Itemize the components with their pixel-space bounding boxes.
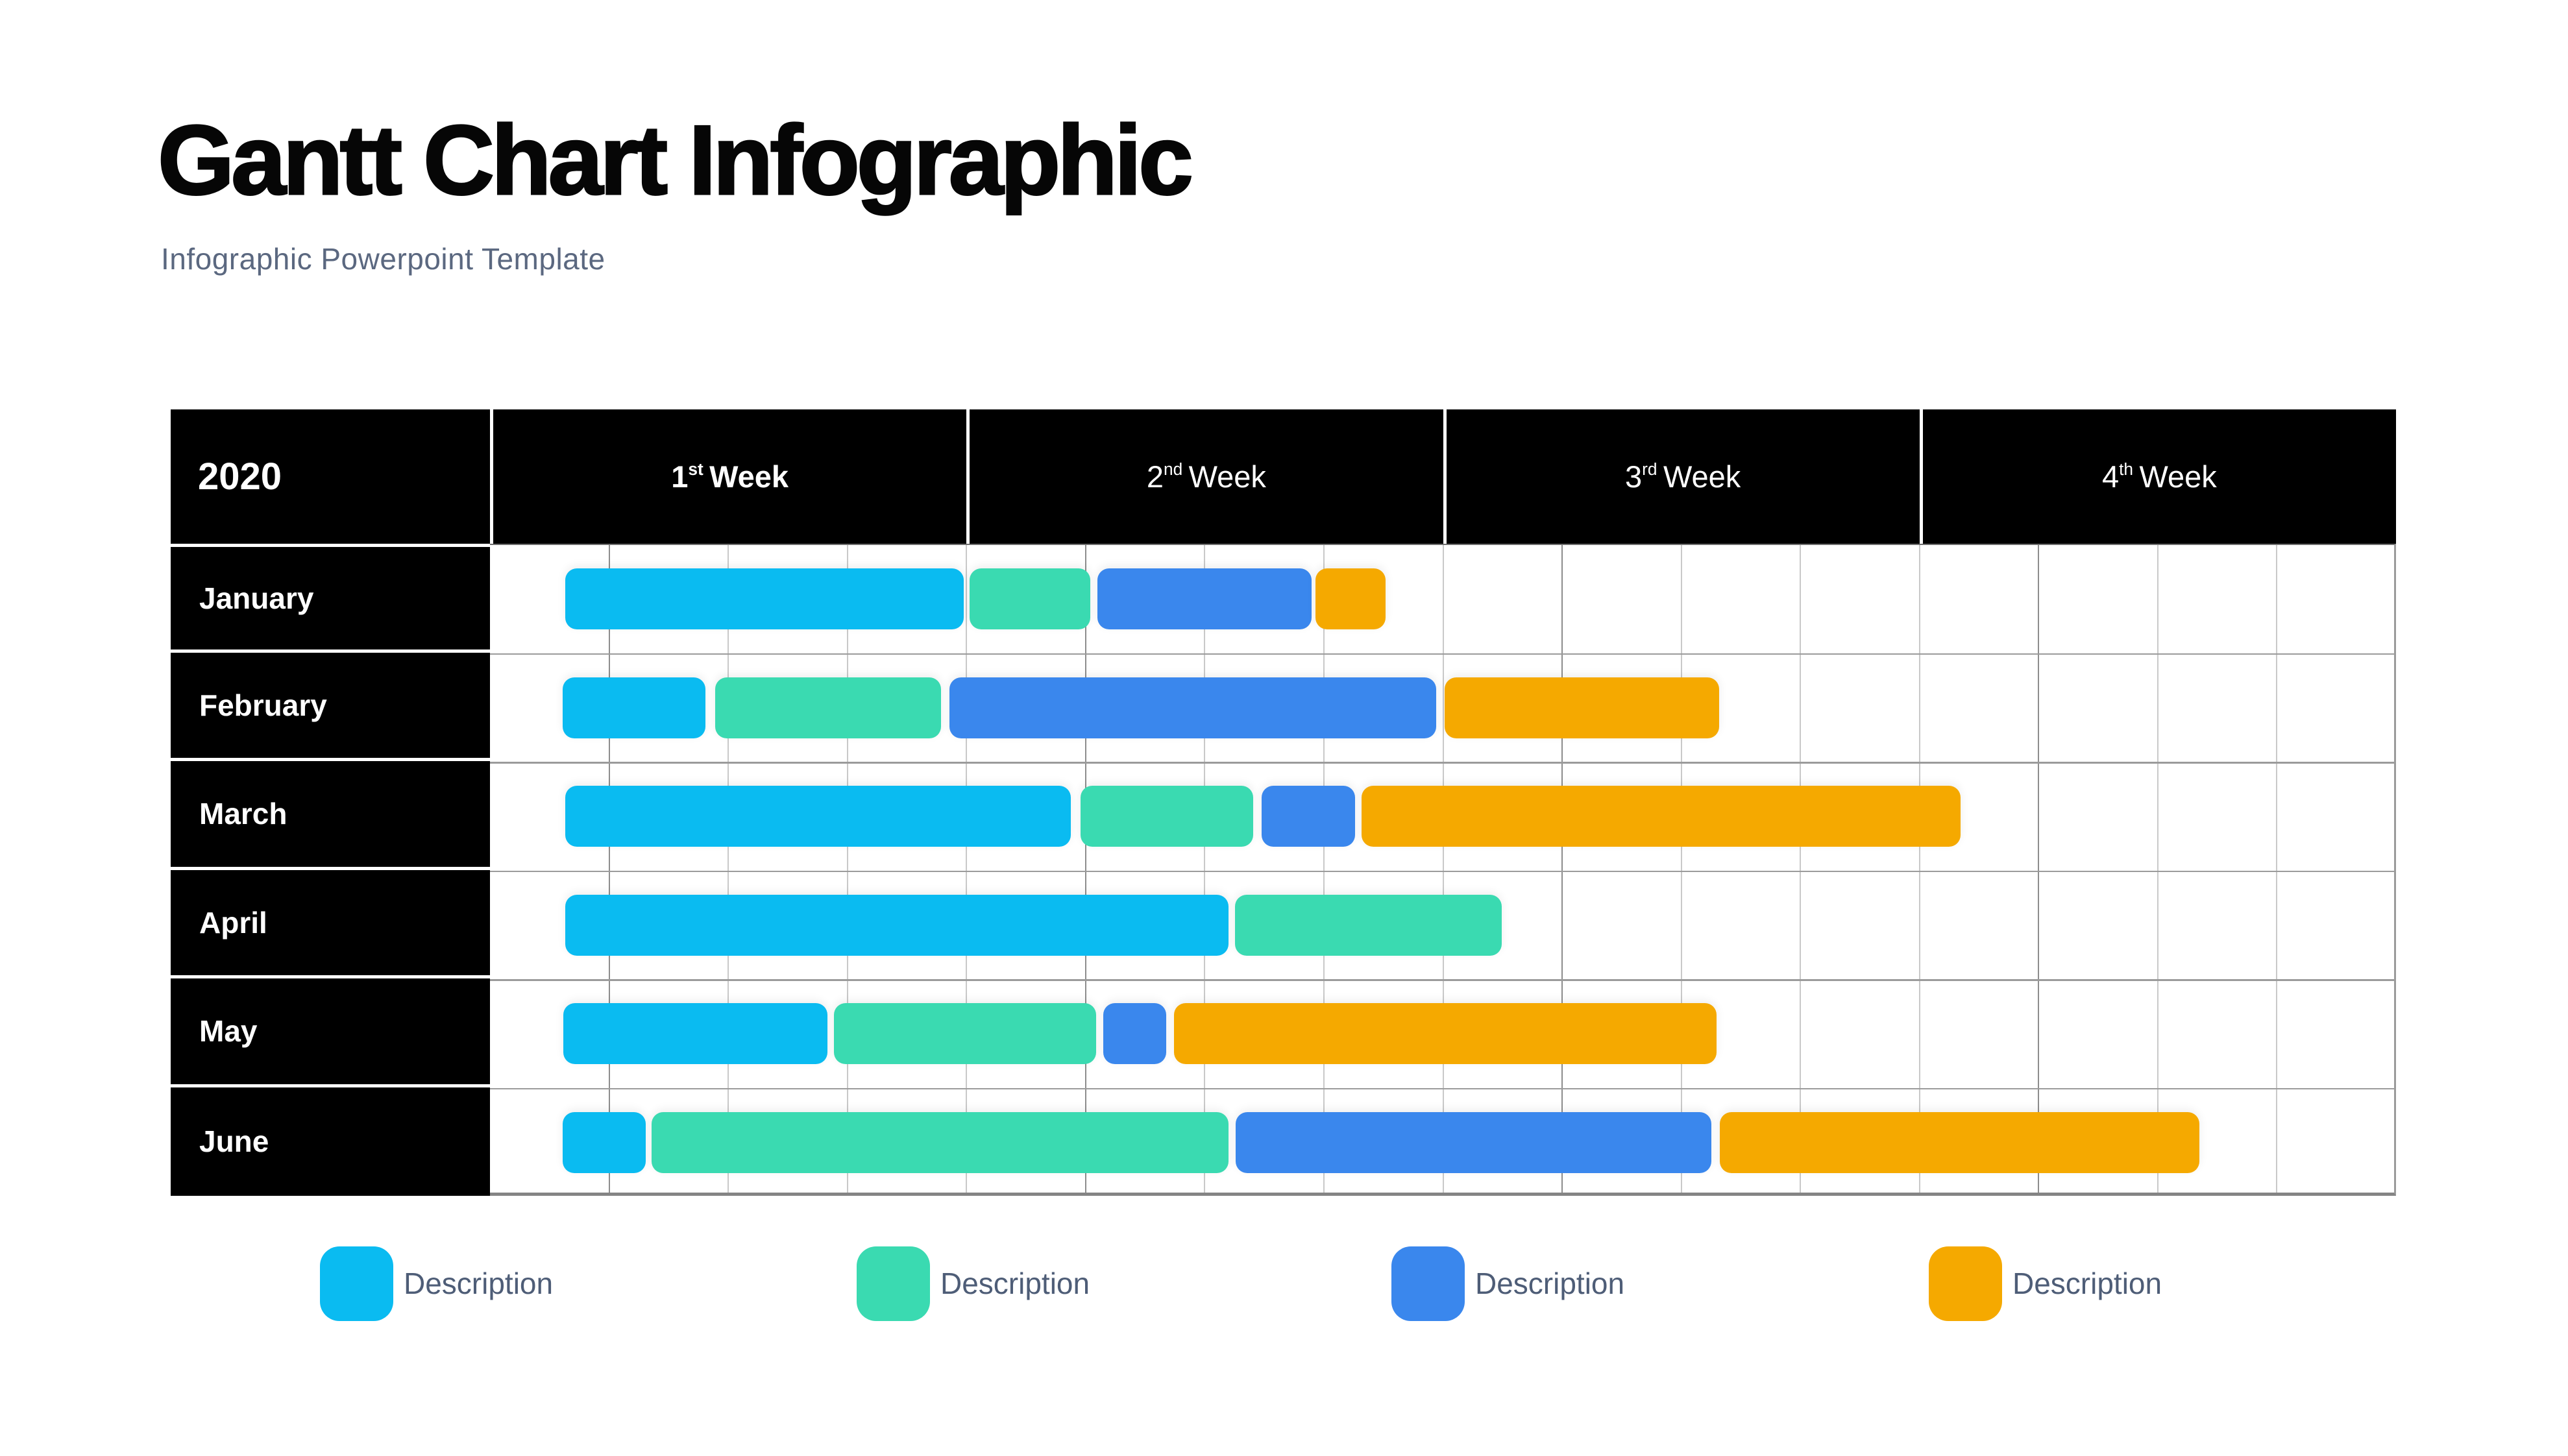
legend-swatch-cyan: [320, 1246, 393, 1321]
legend-item-blue: Description: [1391, 1246, 1624, 1321]
grid-line-horizontal: [490, 979, 2394, 981]
timeline-grid: [490, 544, 2396, 1196]
legend-swatch-green: [857, 1246, 930, 1321]
legend-swatch-blue: [1391, 1246, 1465, 1321]
grid-line-vertical: [2276, 545, 2278, 1193]
grid-line-vertical: [2038, 545, 2040, 1193]
grid-line-vertical: [1918, 545, 1920, 1193]
gantt-row-january: [490, 545, 2394, 654]
gantt-bar-orange: [1173, 1003, 1717, 1064]
legend-label: Description: [2012, 1267, 2162, 1300]
grid-line-horizontal: [490, 870, 2394, 872]
grid-line-vertical: [1800, 545, 1802, 1193]
gantt-bar-cyan: [565, 786, 1071, 847]
gantt-bar-green: [1081, 786, 1253, 847]
gantt-bar-green: [833, 1003, 1097, 1064]
gantt-bar-blue: [949, 677, 1436, 738]
month-cell-february: February: [171, 652, 490, 761]
grid-line-vertical: [1680, 545, 1682, 1193]
month-column: January February March April May June: [171, 544, 490, 1196]
legend-label: Description: [940, 1267, 1090, 1300]
month-cell-march: March: [171, 761, 490, 870]
gantt-bar-cyan: [565, 894, 1229, 956]
gantt-row-may: [490, 980, 2394, 1089]
gantt-bar-blue: [1103, 1003, 1166, 1064]
legend-swatch-orange: [1929, 1246, 2002, 1321]
month-cell-april: April: [171, 869, 490, 978]
grid-line-horizontal: [490, 653, 2394, 655]
gantt-bar-cyan: [562, 677, 705, 738]
grid-line-vertical: [1561, 545, 1563, 1193]
legend: Description Description Description Descrip…: [0, 1246, 2568, 1321]
gantt-row-february: [490, 654, 2394, 763]
gantt-bar-blue: [1235, 1111, 1712, 1173]
gantt-bar-blue: [1097, 568, 1312, 629]
grid-line-vertical: [846, 545, 848, 1193]
gantt-bar-orange: [1362, 786, 1961, 847]
page-subtitle: Infographic Powerpoint Template: [161, 242, 605, 276]
grid-line-vertical: [1323, 545, 1325, 1193]
gantt-row-march: [490, 762, 2394, 871]
legend-label: Description: [1475, 1267, 1625, 1300]
legend-item-orange: Description: [1929, 1246, 2162, 1321]
legend-label: Description: [404, 1267, 554, 1300]
gantt-bar-blue: [1261, 786, 1355, 847]
grid-line-horizontal: [490, 762, 2394, 764]
gantt-bar-orange: [1444, 677, 1720, 738]
grid-line-vertical: [1442, 545, 1444, 1193]
gantt-bar-cyan: [565, 568, 964, 629]
month-cell-january: January: [171, 544, 490, 653]
gantt-bar-orange: [1315, 568, 1386, 629]
month-cell-june: June: [171, 1087, 490, 1196]
month-cell-may: May: [171, 978, 490, 1087]
gantt-row-april: [490, 871, 2394, 980]
gantt-row-june: [490, 1089, 2394, 1198]
gantt-bar-cyan: [562, 1111, 646, 1173]
grid-line-vertical: [728, 545, 729, 1193]
grid-line-vertical: [1204, 545, 1206, 1193]
gantt-bar-green: [1234, 894, 1502, 956]
grid-line-vertical: [2157, 545, 2158, 1193]
gantt-bar-orange: [1720, 1111, 2200, 1173]
legend-item-green: Description: [857, 1246, 1090, 1321]
header-cell-year: 2020: [171, 409, 490, 544]
grid-line-vertical: [1084, 545, 1086, 1193]
grid-line-vertical: [608, 545, 610, 1193]
gantt-bar-green: [651, 1111, 1229, 1173]
grid-line-horizontal: [490, 1087, 2394, 1089]
gantt-bar-green: [715, 677, 942, 738]
gantt-bar-cyan: [563, 1003, 828, 1064]
legend-item-cyan: Description: [320, 1246, 553, 1321]
page-title: Gantt Chart Infographic: [157, 105, 1195, 215]
grid-line-vertical: [966, 545, 968, 1193]
gantt-bar-green: [970, 568, 1091, 629]
